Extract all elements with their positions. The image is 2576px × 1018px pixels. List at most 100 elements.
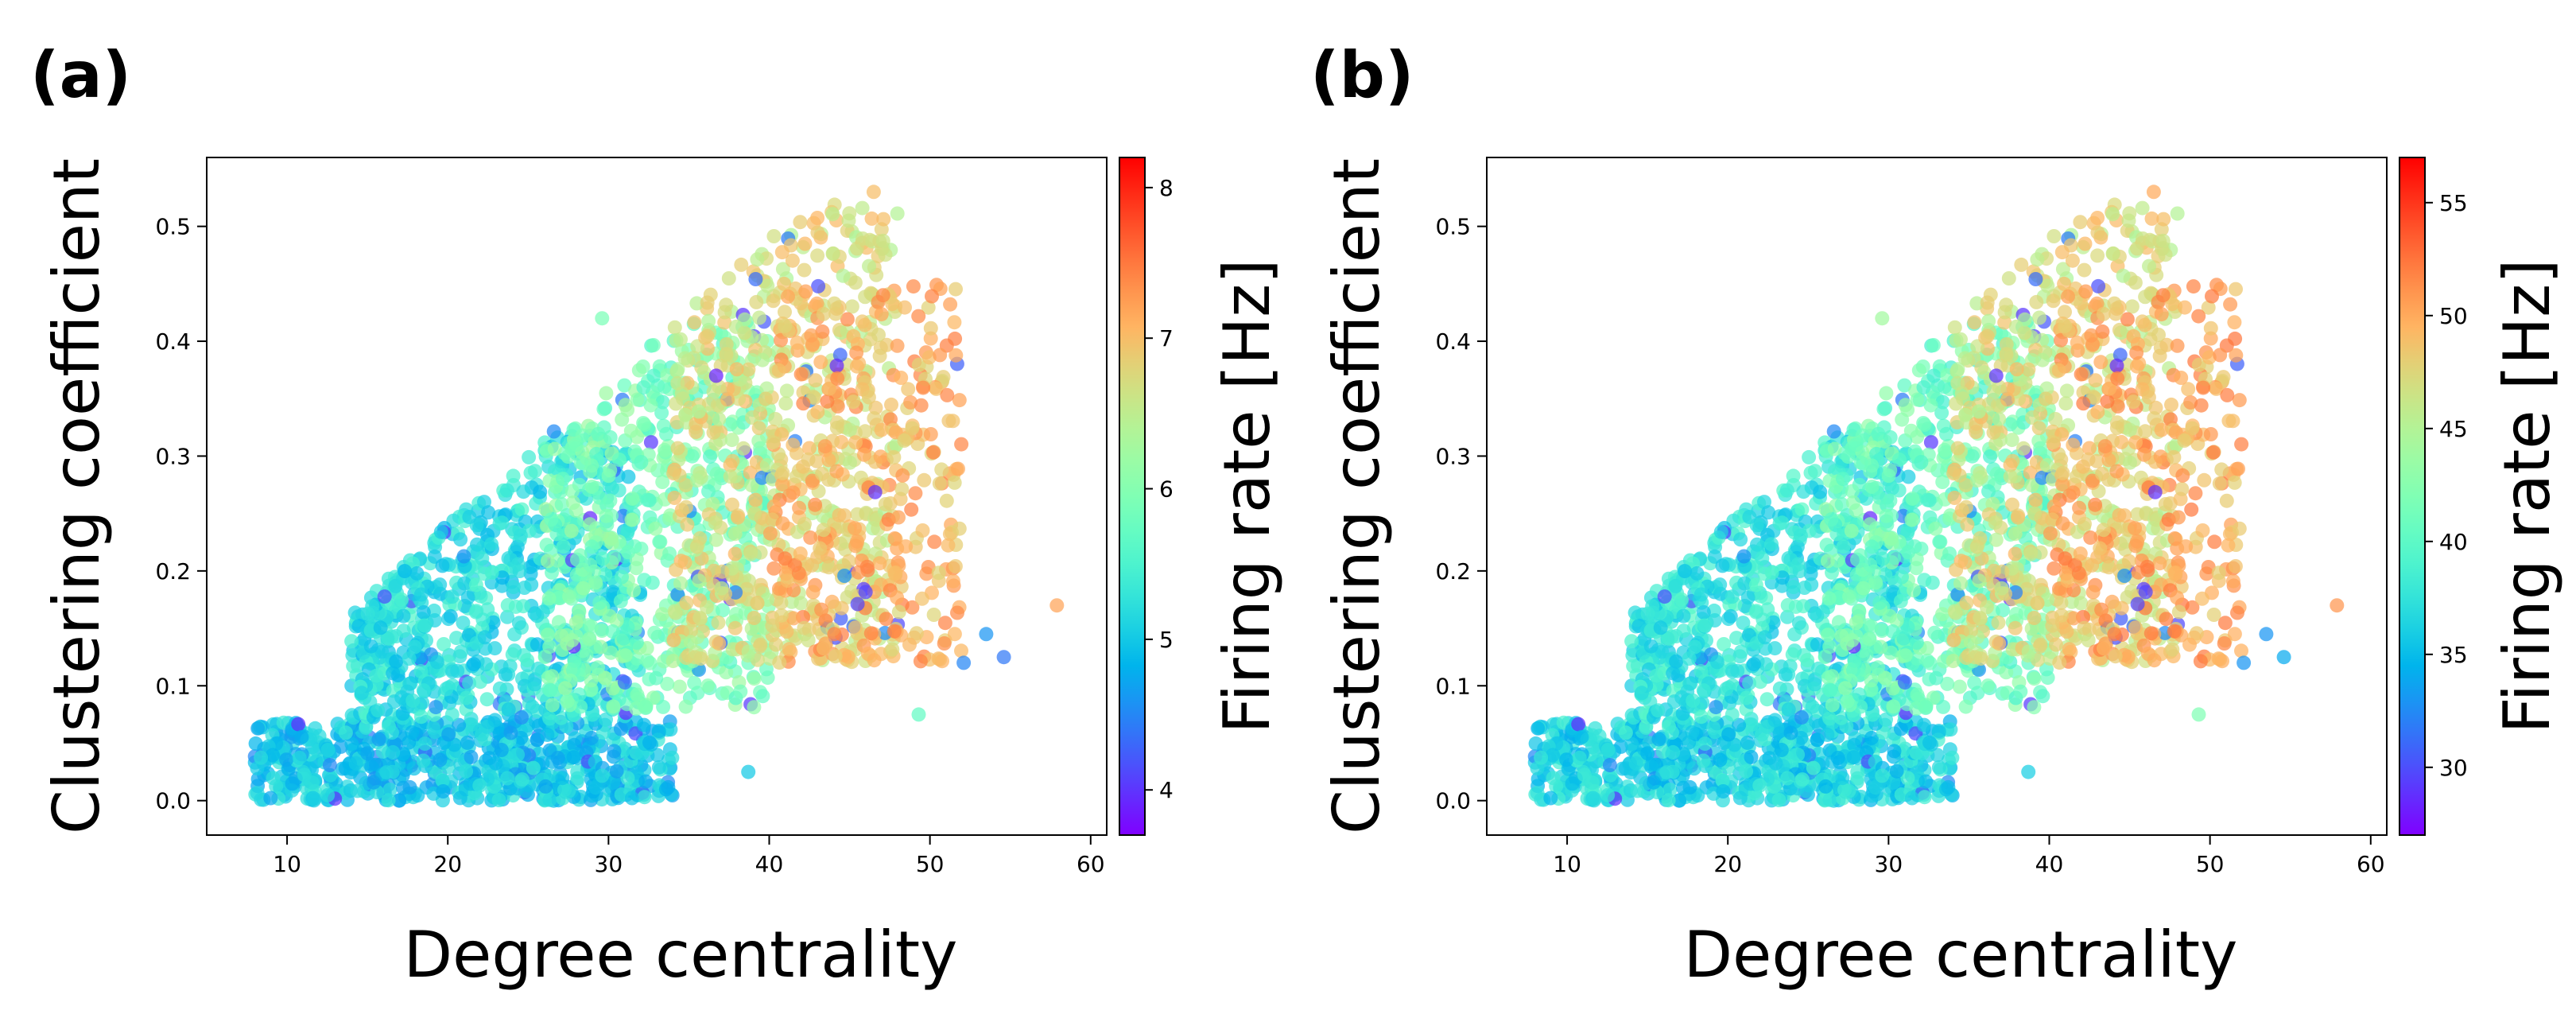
scatter-point — [417, 618, 432, 633]
scatter-point — [1696, 683, 1711, 698]
scatter-point — [527, 677, 542, 692]
scatter-point — [550, 751, 565, 765]
scatter-point — [1790, 557, 1806, 572]
scatter-point — [939, 493, 954, 508]
scatter-point — [1740, 590, 1755, 605]
scatter-point — [599, 386, 614, 401]
scatter-point — [1900, 523, 1915, 538]
scatter-point — [642, 655, 658, 670]
scatter-point — [745, 410, 759, 425]
scatter-point — [450, 663, 465, 678]
colorbar — [1119, 157, 1146, 836]
scatter-point — [691, 404, 706, 419]
scatter-point — [1936, 699, 1951, 714]
scatter-point — [364, 760, 379, 775]
scatter-point — [1876, 551, 1890, 566]
scatter-point — [1686, 693, 1701, 708]
scatter-point — [861, 390, 876, 405]
scatter-point — [1603, 767, 1618, 783]
scatter-point — [540, 727, 555, 742]
scatter-point — [950, 605, 964, 620]
scatter-point — [937, 616, 952, 631]
scatter-point — [562, 589, 577, 604]
scatter-point — [392, 793, 407, 808]
panel-label: (b) — [1310, 38, 1414, 112]
scatter-point — [916, 380, 931, 395]
scatter-point — [545, 565, 559, 580]
scatter-point — [747, 700, 762, 715]
scatter-point — [797, 620, 812, 635]
scatter-point — [797, 236, 813, 251]
scatter-point — [750, 596, 765, 611]
scatter-point — [737, 312, 752, 327]
scatter-point — [1900, 771, 1915, 786]
scatter-point — [1834, 497, 1849, 512]
scatter-point — [1805, 699, 1820, 714]
scatter-point — [1657, 589, 1672, 604]
scatter-point — [755, 352, 770, 367]
scatter-point — [667, 491, 682, 505]
scatter-point — [468, 577, 483, 593]
scatter-point — [1678, 564, 1692, 579]
scatter-point — [560, 694, 575, 709]
scatter-point — [923, 331, 938, 346]
scatter-point — [543, 682, 557, 697]
scatter-point — [821, 453, 836, 468]
scatter-point — [887, 531, 902, 546]
scatter-point — [413, 709, 429, 725]
scatter-point — [1868, 575, 1884, 590]
y-tick-label: 0.4 — [155, 328, 191, 355]
scatter-point — [728, 585, 743, 600]
scatter-point — [541, 670, 556, 685]
scatter-point — [1907, 583, 1922, 598]
scatter-point — [1849, 615, 1864, 630]
scatter-point — [879, 612, 894, 627]
scatter-point — [890, 338, 905, 353]
scatter-point — [825, 207, 840, 222]
scatter-point — [475, 612, 491, 628]
scatter-point — [1893, 594, 1908, 608]
scatter-point — [1879, 508, 1894, 523]
scatter-point — [744, 621, 759, 636]
scatter-point — [584, 458, 599, 473]
scatter-point — [866, 185, 881, 200]
scatter-point — [584, 619, 599, 634]
scatter-point — [943, 297, 958, 312]
scatter-point — [636, 380, 651, 395]
scatter-point — [1559, 752, 1574, 767]
scatter-point — [1826, 424, 1841, 439]
scatter-point — [1690, 565, 1705, 581]
scatter-point — [624, 791, 639, 806]
scatter-point — [822, 381, 836, 396]
scatter-point — [862, 258, 876, 274]
scatter-point — [1049, 598, 1065, 613]
scatter-point — [495, 515, 510, 530]
scatter-point — [793, 367, 809, 382]
scatter-point — [901, 382, 916, 397]
scatter-point — [526, 760, 541, 775]
scatter-point — [630, 392, 645, 407]
scatter-point — [1859, 647, 1874, 662]
scatter-point — [1847, 737, 1862, 752]
scatter-point — [1630, 783, 1645, 798]
scatter-point — [266, 748, 280, 763]
scatter-point — [727, 546, 743, 561]
scatter-point — [1931, 724, 1946, 738]
scatter-point — [1794, 502, 1810, 517]
scatter-point — [1910, 687, 1925, 702]
scatter-point — [638, 700, 654, 714]
scatter-point — [1983, 449, 1997, 464]
scatter-point — [1779, 483, 1794, 498]
scatter-point — [1831, 615, 1846, 630]
scatter-point — [666, 632, 681, 647]
scatter-point — [832, 348, 848, 363]
scatter-point — [646, 368, 661, 383]
scatter-point — [1724, 707, 1740, 722]
scatter-point — [808, 497, 823, 512]
scatter-point — [739, 581, 755, 596]
scatter-point — [1885, 624, 1900, 639]
scatter-point — [952, 393, 967, 408]
scatter-point — [2003, 417, 2018, 432]
scatter-point — [1780, 598, 1795, 612]
scatter-point — [542, 639, 557, 655]
